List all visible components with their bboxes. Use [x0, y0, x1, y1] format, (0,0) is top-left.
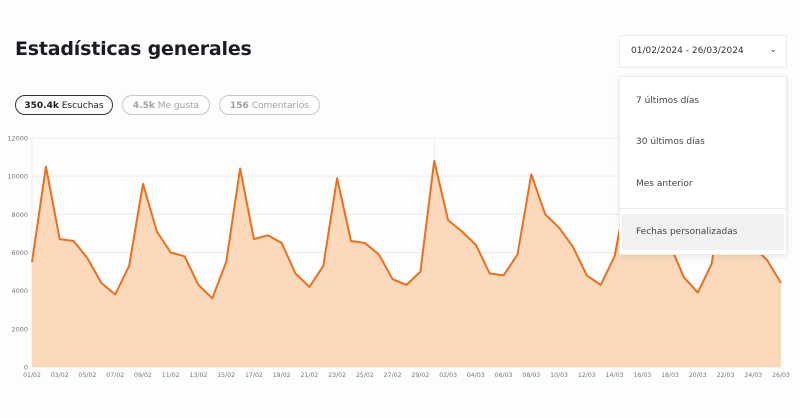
y-tick-label: 4000: [11, 287, 28, 295]
x-tick-label: 06/03: [495, 372, 513, 379]
x-tick-label: 10/03: [550, 372, 568, 379]
x-tick-label: 24/03: [744, 372, 762, 379]
metric-label: Escuchas: [61, 101, 104, 111]
y-tick-label: 2000: [11, 325, 28, 333]
menu-item-custom-dates[interactable]: Fechas personalizadas: [622, 214, 784, 250]
date-range-value: 01/02/2024 - 26/03/2024: [631, 46, 744, 56]
x-tick-label: 27/02: [384, 372, 402, 379]
chevron-down-icon[interactable]: ⌄: [769, 45, 777, 55]
x-tick-label: 25/02: [356, 372, 374, 379]
metric-value: 350.4k: [24, 101, 59, 111]
x-tick-label: 02/03: [439, 372, 457, 379]
area-fill: [32, 160, 781, 367]
menu-divider: [620, 208, 786, 209]
metric-value: 4.5k: [132, 101, 155, 111]
x-tick-label: 17/02: [245, 372, 263, 379]
x-tick-label: 13/02: [190, 372, 208, 379]
x-tick-label: 29/02: [411, 372, 429, 379]
y-tick-label: 10000: [7, 173, 28, 181]
metric-label: Me gusta: [157, 101, 200, 111]
x-tick-label: 15/02: [217, 372, 235, 379]
metric-label: Comentarios: [251, 101, 309, 111]
date-range-select[interactable]: 01/02/2024 - 26/03/2024 ⌄: [619, 35, 787, 68]
x-tick-label: 11/02: [162, 372, 180, 379]
metric-me-gusta-button[interactable]: 4.5k Me gusta: [122, 95, 210, 115]
x-tick-label: 12/03: [578, 372, 596, 379]
menu-item-30-days[interactable]: 30 últimos días: [636, 137, 705, 147]
y-tick-label: 6000: [11, 249, 28, 257]
x-tick-label: 21/02: [300, 372, 318, 379]
x-tick-label: 19/02: [273, 372, 291, 379]
y-tick-label: 8000: [11, 211, 28, 219]
x-tick-label: 09/02: [134, 372, 152, 379]
menu-item-previous-month[interactable]: Mes anterior: [636, 179, 693, 189]
page-title: Estadísticas generales: [15, 38, 252, 60]
x-tick-label: 01/02: [23, 372, 41, 379]
x-tick-label: 03/02: [51, 372, 69, 379]
y-tick-label: 0: [24, 364, 28, 372]
x-tick-label: 05/02: [79, 372, 97, 379]
x-tick-label: 14/03: [606, 372, 624, 379]
x-tick-label: 26/03: [772, 372, 790, 379]
x-tick-label: 16/03: [633, 372, 651, 379]
x-tick-label: 20/03: [689, 372, 707, 379]
x-tick-label: 23/02: [328, 372, 346, 379]
x-tick-label: 07/02: [106, 372, 124, 379]
metric-value: 156: [230, 101, 249, 111]
y-tick-label: 12000: [7, 135, 28, 143]
date-range-menu: 7 últimos días 30 últimos días Mes anter…: [619, 76, 787, 255]
x-tick-label: 08/03: [522, 372, 540, 379]
x-tick-label: 22/03: [717, 372, 735, 379]
x-tick-label: 04/03: [467, 372, 485, 379]
metric-escuchas-button[interactable]: 350.4k Escuchas: [15, 95, 113, 115]
x-tick-label: 18/03: [661, 372, 679, 379]
metric-comentarios-button[interactable]: 156 Comentarios: [219, 95, 320, 115]
menu-item-7-days[interactable]: 7 últimos días: [636, 96, 700, 106]
